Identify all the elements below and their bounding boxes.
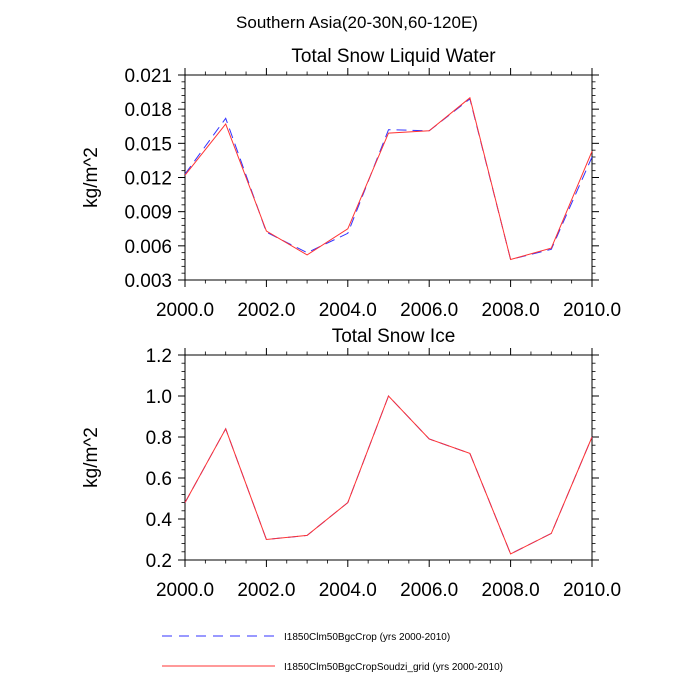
y-tick-label: 1.0 bbox=[146, 387, 172, 408]
series-line-dashed bbox=[184, 98, 593, 261]
y-tick-label: 0.003 bbox=[124, 271, 172, 292]
y-tick-label: 0.8 bbox=[146, 428, 172, 449]
panel-snow-liquid-water: Total Snow Liquid Water kg/m^2 0.003 0.006 0… bbox=[81, 46, 621, 321]
y-tick-label: 0.009 bbox=[124, 203, 172, 224]
x-tick-label: 2010.0 bbox=[563, 300, 621, 321]
x-tick-label: 2004.0 bbox=[319, 580, 377, 601]
series-line-solid bbox=[184, 395, 593, 555]
x-tick-label: 2002.0 bbox=[237, 580, 295, 601]
y-tick-label: 0.6 bbox=[146, 469, 172, 490]
series-line-solid bbox=[184, 96, 593, 261]
x-tick-label: 2000.0 bbox=[156, 300, 214, 321]
y-tick-label: 0.2 bbox=[146, 551, 172, 572]
x-tick-label: 2008.0 bbox=[482, 300, 540, 321]
x-tick-label: 2006.0 bbox=[400, 300, 458, 321]
panel-snow-ice: Total Snow Ice kg/m^2 0.2 0.4 0.6 0.8 1.0 1.2 20… bbox=[81, 326, 621, 601]
y-tick-label: 0.012 bbox=[124, 169, 172, 190]
legend: I1850Clm50BgcCrop (yrs 2000-2010) I1850C… bbox=[162, 632, 503, 673]
y-tick-label: 1.2 bbox=[146, 346, 172, 367]
figure-suptitle: Southern Asia(20-30N,60-120E) bbox=[236, 13, 478, 32]
y-axis-label: kg/m^2 bbox=[81, 147, 102, 208]
x-tick-label: 2000.0 bbox=[156, 580, 214, 601]
y-axis-label: kg/m^2 bbox=[81, 427, 102, 488]
y-tick-label: 0.4 bbox=[146, 510, 173, 531]
panel-title: Total Snow Ice bbox=[332, 326, 456, 347]
y-tick-label: 0.006 bbox=[124, 237, 172, 258]
x-tick-label: 2008.0 bbox=[482, 580, 540, 601]
y-tick-label: 0.021 bbox=[124, 66, 172, 87]
x-tick-label: 2010.0 bbox=[563, 580, 621, 601]
panel-title: Total Snow Liquid Water bbox=[291, 46, 496, 67]
x-tick-label: 2002.0 bbox=[237, 300, 295, 321]
x-tick-label: 2004.0 bbox=[319, 300, 377, 321]
series-line-dashed bbox=[184, 395, 593, 555]
x-tick-label: 2006.0 bbox=[400, 580, 458, 601]
y-tick-label: 0.015 bbox=[124, 134, 172, 155]
legend-label-dashed: I1850Clm50BgcCrop (yrs 2000-2010) bbox=[284, 632, 450, 643]
legend-label-solid: I1850Clm50BgcCropSoudzi_grid (yrs 2000-2… bbox=[284, 662, 503, 673]
y-tick-label: 0.018 bbox=[124, 100, 172, 121]
plot-frame bbox=[184, 354, 593, 561]
